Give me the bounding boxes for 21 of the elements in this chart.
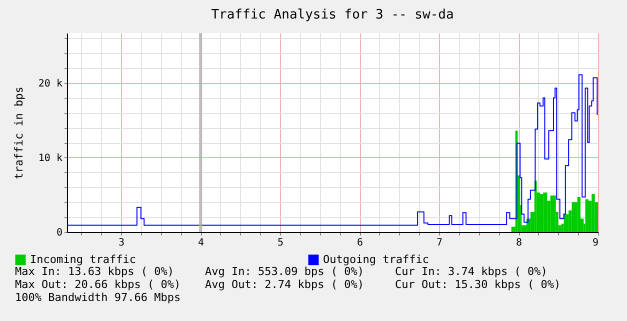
legend-label: Incoming traffic bbox=[30, 252, 136, 266]
y-tick-label: 20 k bbox=[38, 78, 62, 90]
y-tick-label: 0 bbox=[56, 228, 62, 238]
x-tick-label: 5 bbox=[278, 238, 284, 248]
text: Max In: 13.63 kbps ( 0%) bbox=[15, 265, 174, 278]
x-tick-label: 8 bbox=[516, 238, 522, 248]
y-axis-title: traffic in bps bbox=[12, 86, 26, 180]
x-tick-label: 4 bbox=[198, 238, 204, 248]
text: Cur Out: 15.30 kbps ( 0%) bbox=[395, 278, 561, 291]
text: 100% Bandwidth 97.66 Mbps bbox=[15, 291, 181, 304]
legend-label: Outgoing traffic bbox=[323, 252, 429, 266]
x-tick-label: 3 bbox=[118, 238, 125, 248]
x-tick-label: 7 bbox=[436, 238, 443, 248]
chart-title: Traffic Analysis for 3 -- sw-da bbox=[211, 8, 454, 22]
text: Avg In: 553.09 bps ( 0%) bbox=[205, 265, 364, 278]
x-tick-label: 9 bbox=[592, 238, 598, 248]
text: Cur In: 3.74 kbps ( 0%) bbox=[395, 265, 548, 278]
text: Max Out: 20.66 kbps ( 0%) bbox=[15, 278, 181, 291]
text: Avg Out: 2.74 kbps ( 0%) bbox=[205, 278, 364, 291]
x-tick-label: 6 bbox=[357, 238, 364, 248]
y-tick-label: 10 k bbox=[38, 152, 62, 164]
